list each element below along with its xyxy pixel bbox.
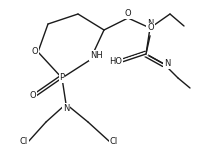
Text: O: O (31, 48, 38, 57)
Text: O: O (148, 23, 154, 32)
Text: P: P (60, 73, 64, 82)
Text: Cl: Cl (20, 138, 28, 146)
Text: N: N (164, 60, 170, 68)
Text: N: N (147, 19, 153, 28)
Text: N: N (63, 104, 69, 113)
Text: NH: NH (90, 51, 103, 60)
Text: HO: HO (109, 57, 122, 67)
Text: Cl: Cl (110, 138, 118, 146)
Text: O: O (125, 9, 131, 18)
Text: O: O (29, 92, 36, 100)
